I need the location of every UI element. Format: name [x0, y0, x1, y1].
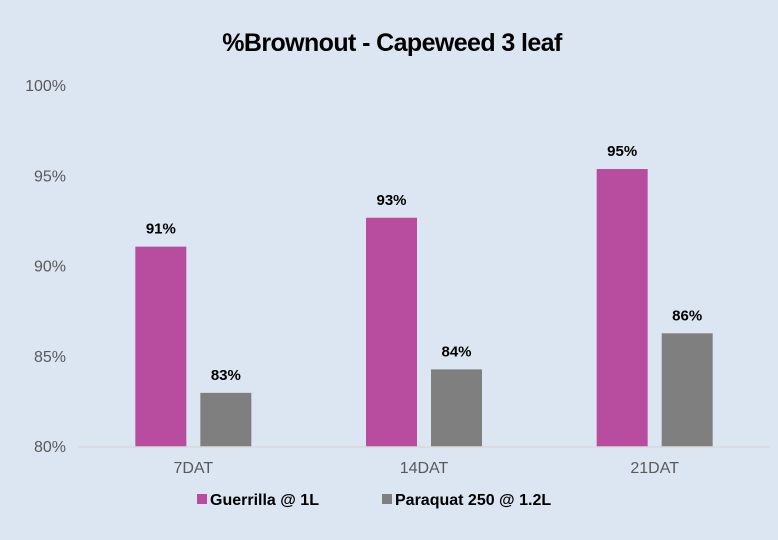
x-axis-ticks: 7DAT 14DAT 21DAT	[173, 460, 679, 477]
data-label: 91%	[146, 221, 176, 238]
bar-guerrilla	[596, 169, 648, 447]
bar-guerrilla	[366, 217, 417, 447]
legend-label: Paraquat 250 @ 1.2L	[395, 492, 551, 509]
data-label: 95%	[607, 143, 637, 160]
legend-label: Guerrilla @ 1L	[210, 492, 319, 509]
bar-paraquat	[661, 333, 713, 447]
legend-swatch	[197, 494, 207, 504]
y-axis-ticks: 80% 85% 90% 95% 100%	[25, 78, 66, 456]
y-tick-label: 100%	[25, 78, 66, 95]
bar-guerrilla	[135, 246, 187, 447]
bar-paraquat	[431, 369, 482, 447]
x-tick-label: 14DAT	[400, 460, 449, 477]
data-label: 86%	[672, 307, 702, 324]
y-tick-label: 80%	[34, 439, 66, 456]
data-label: 93%	[376, 192, 406, 209]
y-tick-label: 95%	[34, 168, 66, 185]
y-tick-label: 90%	[34, 259, 66, 276]
chart-title: %Brownout - Capeweed 3 leaf	[222, 29, 563, 57]
x-tick-label: 7DAT	[173, 460, 213, 477]
bar-paraquat	[200, 392, 252, 447]
data-label: 83%	[211, 367, 241, 384]
legend-swatch	[382, 494, 392, 504]
x-tick-label: 21DAT	[630, 460, 679, 477]
y-tick-label: 85%	[34, 349, 66, 366]
data-label: 84%	[441, 343, 471, 360]
legend: Guerrilla @ 1L Paraquat 250 @ 1.2L	[197, 492, 551, 509]
plot-area: 91% 83% 93% 84% 95% 86%	[78, 143, 770, 448]
